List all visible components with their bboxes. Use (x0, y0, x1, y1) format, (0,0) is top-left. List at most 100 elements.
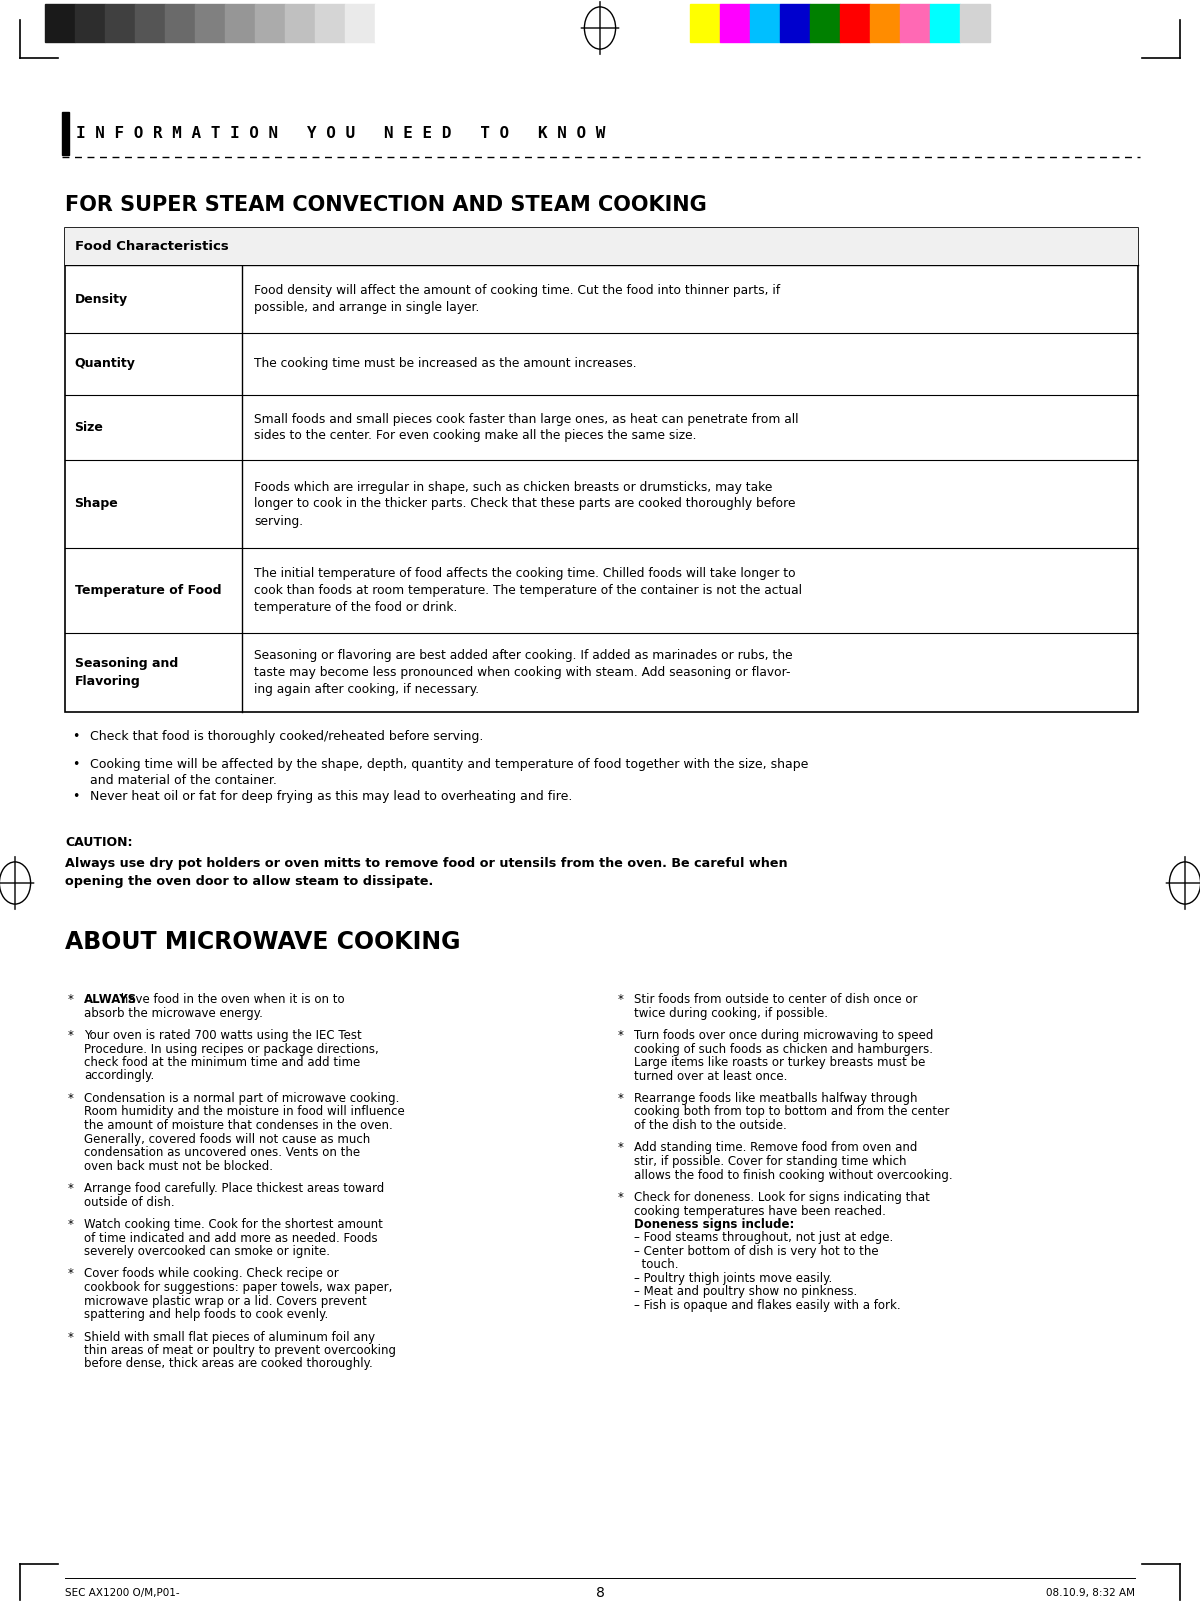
Text: accordingly.: accordingly. (84, 1069, 155, 1082)
Text: *: * (68, 1267, 74, 1280)
Text: SEC AX1200 O/M,P01-: SEC AX1200 O/M,P01- (65, 1588, 180, 1598)
Text: cooking both from top to bottom and from the center: cooking both from top to bottom and from… (634, 1106, 949, 1119)
Bar (286, 3, 314, 42)
Text: thin areas of meat or poultry to prevent overcooking: thin areas of meat or poultry to prevent… (84, 1345, 396, 1358)
Text: Food density will affect the amount of cooking time. Cut the food into thinner p: Food density will affect the amount of c… (254, 284, 780, 315)
Bar (314, 3, 346, 42)
Bar (62, 112, 70, 156)
Text: severely overcooked can smoke or ignite.: severely overcooked can smoke or ignite. (84, 1246, 330, 1259)
Bar (750, 3, 780, 42)
Bar (194, 3, 226, 42)
Bar (46, 3, 74, 42)
Text: allows the food to finish cooking without overcooking.: allows the food to finish cooking withou… (634, 1168, 953, 1181)
Text: Always use dry pot holders or oven mitts to remove food or utensils from the ove: Always use dry pot holders or oven mitts… (65, 856, 787, 887)
Text: – Meat and poultry show no pinkness.: – Meat and poultry show no pinkness. (634, 1286, 857, 1299)
Text: *: * (68, 1028, 74, 1041)
Text: Room humidity and the moisture in food will influence: Room humidity and the moisture in food w… (84, 1106, 404, 1119)
Text: Temperature of Food: Temperature of Food (74, 584, 221, 597)
Text: *: * (68, 1182, 74, 1195)
Text: before dense, thick areas are cooked thoroughly.: before dense, thick areas are cooked tho… (84, 1358, 373, 1371)
Bar (690, 3, 720, 42)
Text: – Fish is opaque and flakes easily with a fork.: – Fish is opaque and flakes easily with … (634, 1299, 901, 1312)
Bar (166, 3, 194, 42)
Text: I N F O R M A T I O N   Y O U   N E E D   T O   K N O W: I N F O R M A T I O N Y O U N E E D T O … (76, 125, 605, 141)
Text: ABOUT MICROWAVE COOKING: ABOUT MICROWAVE COOKING (65, 929, 461, 954)
Text: condensation as uncovered ones. Vents on the: condensation as uncovered ones. Vents on… (84, 1147, 360, 1160)
Text: check food at the minimum time and add time: check food at the minimum time and add t… (84, 1056, 360, 1069)
Text: Arrange food carefully. Place thickest areas toward: Arrange food carefully. Place thickest a… (84, 1182, 384, 1195)
Bar (840, 3, 870, 42)
Text: oven back must not be blocked.: oven back must not be blocked. (84, 1160, 274, 1173)
Text: Condensation is a normal part of microwave cooking.: Condensation is a normal part of microwa… (84, 1092, 400, 1105)
Text: microwave plastic wrap or a lid. Covers prevent: microwave plastic wrap or a lid. Covers … (84, 1294, 367, 1307)
Text: *: * (68, 1218, 74, 1231)
Text: *: * (618, 1142, 624, 1155)
Text: Watch cooking time. Cook for the shortest amount: Watch cooking time. Cook for the shortes… (84, 1218, 383, 1231)
Text: Density: Density (74, 292, 127, 305)
Text: – Poultry thigh joints move easily.: – Poultry thigh joints move easily. (634, 1272, 833, 1285)
Bar (226, 3, 256, 42)
Bar (65, 229, 1138, 264)
Text: *: * (618, 1092, 624, 1105)
Text: Foods which are irregular in shape, such as chicken breasts or drumsticks, may t: Foods which are irregular in shape, such… (254, 480, 796, 527)
Bar (346, 3, 374, 42)
Text: Cover foods while cooking. Check recipe or: Cover foods while cooking. Check recipe … (84, 1267, 338, 1280)
Bar (960, 3, 990, 42)
Text: stir, if possible. Cover for standing time which: stir, if possible. Cover for standing ti… (634, 1155, 906, 1168)
Text: of the dish to the outside.: of the dish to the outside. (634, 1119, 787, 1132)
Text: outside of dish.: outside of dish. (84, 1195, 175, 1208)
Text: Quantity: Quantity (74, 357, 136, 370)
Text: Size: Size (74, 422, 103, 435)
Text: Check that food is thoroughly cooked/reheated before serving.: Check that food is thoroughly cooked/reh… (90, 730, 484, 743)
Text: ALWAYS: ALWAYS (84, 993, 137, 1006)
Text: Small foods and small pieces cook faster than large ones, as heat can penetrate : Small foods and small pieces cook faster… (254, 412, 798, 443)
Text: Stir foods from outside to center of dish once or: Stir foods from outside to center of dis… (634, 993, 918, 1006)
Text: FOR SUPER STEAM CONVECTION AND STEAM COOKING: FOR SUPER STEAM CONVECTION AND STEAM COO… (65, 195, 707, 216)
Bar (65, 229, 1138, 712)
Text: 08.10.9, 8:32 AM: 08.10.9, 8:32 AM (1046, 1588, 1135, 1598)
Text: The cooking time must be increased as the amount increases.: The cooking time must be increased as th… (254, 357, 637, 370)
Text: Shape: Shape (74, 498, 119, 511)
Text: Seasoning and
Flavoring: Seasoning and Flavoring (74, 657, 178, 688)
Text: – Center bottom of dish is very hot to the: – Center bottom of dish is very hot to t… (634, 1246, 878, 1259)
Bar (256, 3, 286, 42)
Text: Shield with small flat pieces of aluminum foil any: Shield with small flat pieces of aluminu… (84, 1330, 376, 1343)
Bar (106, 3, 134, 42)
Bar (374, 3, 406, 42)
Bar (900, 3, 930, 42)
Text: Your oven is rated 700 watts using the IEC Test: Your oven is rated 700 watts using the I… (84, 1028, 361, 1041)
Text: the amount of moisture that condenses in the oven.: the amount of moisture that condenses in… (84, 1119, 392, 1132)
Text: cookbook for suggestions: paper towels, wax paper,: cookbook for suggestions: paper towels, … (84, 1281, 392, 1294)
Text: Seasoning or flavoring are best added after cooking. If added as marinades or ru: Seasoning or flavoring are best added af… (254, 649, 793, 696)
Text: *: * (68, 1092, 74, 1105)
Text: have food in the oven when it is on to: have food in the oven when it is on to (116, 993, 344, 1006)
Text: Add standing time. Remove food from oven and: Add standing time. Remove food from oven… (634, 1142, 917, 1155)
Text: Turn foods over once during microwaving to speed: Turn foods over once during microwaving … (634, 1028, 934, 1041)
Text: •: • (72, 730, 79, 743)
Text: *: * (68, 1330, 74, 1343)
Text: The initial temperature of food affects the cooking time. Chilled foods will tak: The initial temperature of food affects … (254, 568, 802, 615)
Text: touch.: touch. (634, 1259, 678, 1272)
Text: Procedure. In using recipes or package directions,: Procedure. In using recipes or package d… (84, 1043, 379, 1056)
Text: •: • (72, 790, 79, 803)
Bar (810, 3, 840, 42)
Text: Food Characteristics: Food Characteristics (74, 240, 228, 253)
Text: spattering and help foods to cook evenly.: spattering and help foods to cook evenly… (84, 1307, 329, 1320)
Bar (720, 3, 750, 42)
Text: twice during cooking, if possible.: twice during cooking, if possible. (634, 1007, 828, 1020)
Text: of time indicated and add more as needed. Foods: of time indicated and add more as needed… (84, 1231, 378, 1244)
Text: cooking temperatures have been reached.: cooking temperatures have been reached. (634, 1205, 886, 1218)
Text: *: * (618, 993, 624, 1006)
Text: Never heat oil or fat for deep frying as this may lead to overheating and fire.: Never heat oil or fat for deep frying as… (90, 790, 572, 803)
Text: 8: 8 (595, 1586, 605, 1599)
Bar (930, 3, 960, 42)
Text: *: * (618, 1028, 624, 1041)
Text: •: • (72, 757, 79, 770)
Text: – Food steams throughout, not just at edge.: – Food steams throughout, not just at ed… (634, 1231, 893, 1244)
Text: *: * (618, 1191, 624, 1204)
Bar (870, 3, 900, 42)
Bar (136, 3, 166, 42)
Text: *: * (68, 993, 74, 1006)
Text: CAUTION:: CAUTION: (65, 835, 132, 848)
Text: absorb the microwave energy.: absorb the microwave energy. (84, 1007, 263, 1020)
